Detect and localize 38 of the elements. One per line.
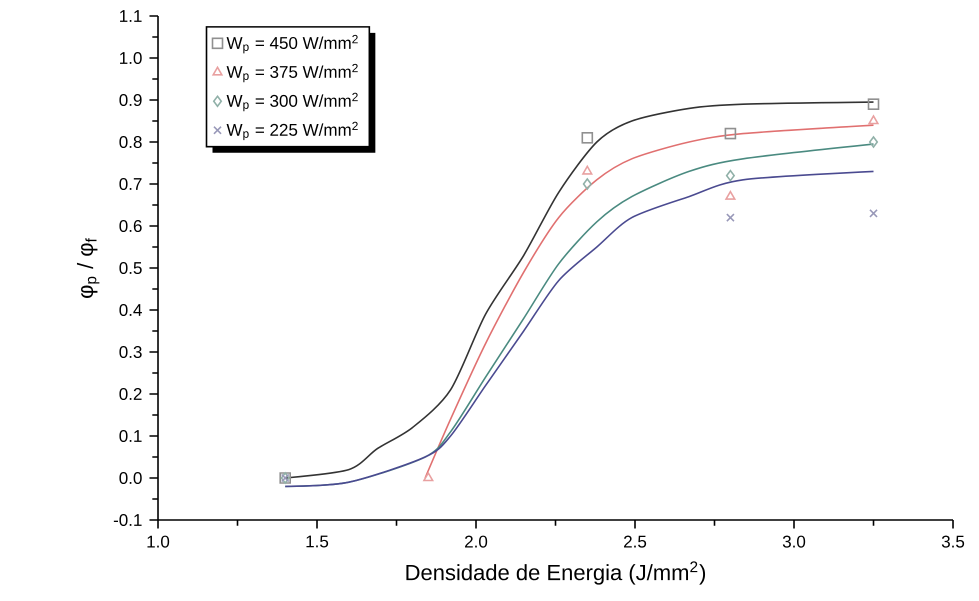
legend-label: W$_{p}$ = 300 W/mm$^{2}$ <box>226 92 358 112</box>
y-tick-label: 0.6 <box>119 220 142 232</box>
point <box>868 115 879 124</box>
x-axis-title: Densidade de Energia (J/mm$^{2}$) <box>406 561 706 585</box>
y-tick-label: 1.1 <box>120 10 142 22</box>
point <box>869 209 878 218</box>
y-tick-label: 0.4 <box>119 304 142 316</box>
y-tick-label: 0.3 <box>119 346 142 358</box>
y-tick-label: 0.1 <box>119 430 142 442</box>
y-axis-title: φ$_{p}$ / φ$_{f}$ <box>76 238 100 298</box>
point <box>726 213 735 222</box>
point <box>423 472 434 482</box>
point <box>725 190 736 200</box>
point <box>582 132 594 144</box>
y-tick-label: 0.9 <box>119 94 142 106</box>
point <box>582 178 592 190</box>
legend-label: W$_{p}$ = 225 W/mm$^{2}$ <box>226 122 358 140</box>
point <box>868 98 880 110</box>
y-tick-label: 0.2 <box>119 388 142 400</box>
y-tick-label: 1.0 <box>120 52 142 64</box>
x-tick-label: 2.5 <box>624 536 646 548</box>
point <box>724 128 736 140</box>
y-tick-label: 0.8 <box>119 136 142 148</box>
y-tick-label: 0.0 <box>119 472 142 484</box>
y-tick-label: 0.7 <box>119 178 142 190</box>
x-tick-label: 1.5 <box>306 536 328 548</box>
x-tick-label: 1.0 <box>147 536 170 548</box>
legend-label: W$_{p}$ = 375 W/mm$^{2}$ <box>226 64 358 82</box>
x-tick-label: 3.0 <box>782 536 806 548</box>
x-tick-label: 2.0 <box>465 536 488 548</box>
y-tick-label: 0.5 <box>119 262 142 274</box>
legend-label: W$_{p}$ = 450 W/mm$^{2}$ <box>226 34 358 54</box>
point <box>726 170 735 182</box>
y-tick-label: -0.1 <box>114 514 142 526</box>
x-tick-label: 3.5 <box>942 536 964 548</box>
line-series <box>424 124 874 479</box>
point <box>582 166 592 175</box>
point <box>868 136 878 148</box>
